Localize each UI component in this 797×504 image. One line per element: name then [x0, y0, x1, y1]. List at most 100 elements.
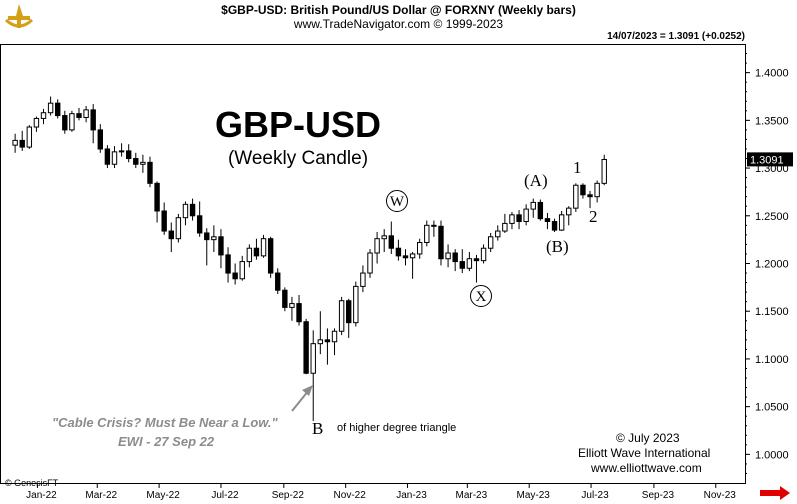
- wave-label-1: 1: [573, 158, 582, 177]
- y-tick-label: 1.2500: [755, 211, 789, 223]
- candle: [360, 265, 366, 293]
- y-tick-label: 1.2000: [755, 259, 789, 271]
- candle: [267, 236, 274, 278]
- candle-body: [239, 261, 245, 280]
- candle-body: [445, 252, 451, 260]
- candle-body: [12, 139, 18, 146]
- y-tick-label: 1.0000: [755, 449, 789, 461]
- candles: [12, 96, 607, 421]
- candle-body: [55, 102, 61, 117]
- candle: [239, 255, 245, 281]
- candle-body: [26, 126, 33, 148]
- candle-body: [111, 151, 118, 165]
- x-tick-label: Sep-23: [642, 490, 675, 501]
- candle-body: [133, 158, 139, 165]
- x-tick-label: Jan-22: [26, 490, 57, 501]
- candle-body: [551, 221, 558, 231]
- candle: [388, 221, 394, 254]
- candle-body: [353, 285, 359, 324]
- candle-body: [473, 258, 480, 262]
- candle: [196, 201, 203, 237]
- footer-source: © GenesisFT: [5, 478, 59, 488]
- wave-label-b-paren: (B): [546, 237, 569, 256]
- candle: [55, 99, 61, 119]
- candle: [97, 124, 103, 153]
- candle-body: [566, 207, 572, 216]
- pointer-arrow: [291, 385, 313, 412]
- candle: [303, 318, 309, 375]
- candle: [154, 181, 160, 223]
- candle-body: [76, 113, 82, 118]
- candle-body: [275, 272, 281, 291]
- x-tick-label: Sep-22: [272, 490, 305, 501]
- candle: [594, 180, 600, 203]
- candle-body: [480, 247, 487, 262]
- candle: [537, 199, 544, 221]
- x-tick-label: May-22: [146, 490, 180, 501]
- candle-body: [516, 214, 522, 223]
- candle: [12, 133, 18, 153]
- chart-title: GBP-USD: [214, 104, 381, 145]
- candle-body: [495, 230, 501, 238]
- candle: [296, 294, 302, 326]
- candle: [438, 220, 444, 266]
- candle: [487, 232, 494, 253]
- candle-body: [246, 247, 253, 263]
- candle-body: [62, 115, 68, 131]
- candle: [133, 152, 139, 169]
- candle-body: [530, 201, 536, 210]
- candle: [431, 220, 437, 237]
- candle: [62, 110, 68, 134]
- y-tick-label: 1.0500: [755, 402, 789, 414]
- candle: [225, 247, 231, 283]
- candle: [26, 125, 33, 149]
- candle: [168, 222, 174, 253]
- candle-body: [225, 254, 231, 274]
- candle-body: [537, 201, 544, 220]
- candle: [69, 110, 75, 132]
- candle-body: [118, 150, 125, 153]
- candle-body: [33, 117, 40, 128]
- candle-body: [487, 236, 494, 249]
- candle-body: [381, 235, 387, 240]
- candle-body: [140, 161, 146, 165]
- candle-body: [580, 184, 586, 196]
- candle-body: [161, 210, 167, 232]
- candle: [260, 234, 267, 258]
- candle: [289, 296, 295, 321]
- candle-body: [360, 272, 366, 287]
- y-tick-label: 1.1500: [755, 306, 789, 318]
- candle-body: [346, 300, 352, 324]
- candle-body: [83, 109, 89, 118]
- footer-company: Elliott Wave International: [578, 446, 711, 460]
- candle: [381, 229, 387, 253]
- candle: [459, 249, 465, 274]
- last-price-info: 14/07/2023 = 1.3091 (+0.0252): [607, 31, 745, 42]
- chart-subtitle: (Weekly Candle): [227, 148, 369, 169]
- candle-body: [431, 224, 437, 227]
- candle-body: [594, 182, 600, 198]
- candle-body: [69, 113, 75, 131]
- candle: [445, 244, 451, 268]
- candle-body: [267, 238, 274, 274]
- y-tick-label: 1.3500: [755, 115, 789, 127]
- candle: [566, 206, 572, 226]
- wave-label-w: W: [386, 190, 408, 212]
- trade-navigator-logo-icon: [2, 2, 36, 32]
- candle: [147, 156, 153, 188]
- candle-body: [175, 217, 182, 240]
- candle: [480, 244, 487, 264]
- candle-body: [260, 238, 267, 257]
- candle-body: [47, 102, 54, 114]
- candle: [125, 144, 132, 163]
- candle: [47, 96, 54, 116]
- x-tick-label: Mar-23: [456, 490, 488, 501]
- candle: [338, 296, 345, 336]
- axes: 1.40001.35001.30001.25001.20001.15001.10…: [0, 44, 793, 501]
- y-tick-label: 1.1000: [755, 354, 789, 366]
- pointer-arrow-head: [302, 385, 313, 396]
- wave-label-x: X: [470, 285, 492, 307]
- candle-body: [168, 230, 174, 240]
- candle: [331, 328, 338, 356]
- candle: [516, 210, 522, 230]
